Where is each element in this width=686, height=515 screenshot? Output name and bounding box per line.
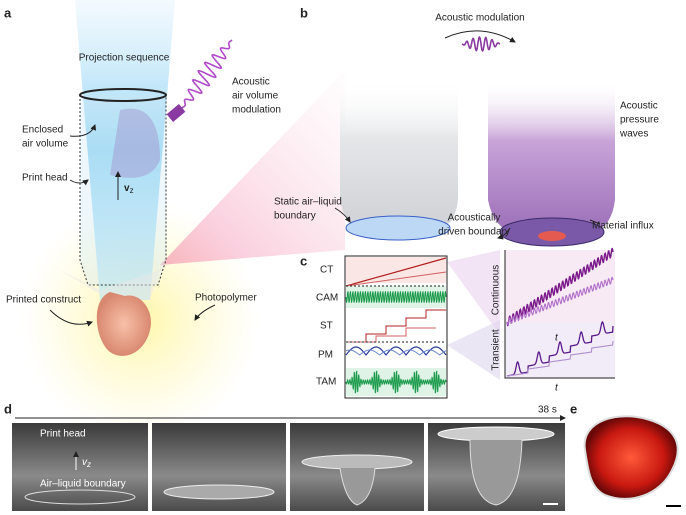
arrow (497, 227, 511, 240)
influx (538, 231, 566, 241)
cylinder (340, 80, 458, 228)
label: Enclosed (22, 125, 63, 136)
arrow (444, 30, 516, 43)
ct-line (345, 257, 447, 287)
construct (339, 467, 376, 506)
signal (506, 321, 614, 377)
label: Air–liquid boundary (40, 479, 126, 490)
label: waves (619, 129, 648, 140)
panel-label: c (300, 253, 307, 268)
printed-construct (96, 292, 151, 356)
label: Material influx (592, 221, 654, 232)
air-volume (110, 108, 160, 178)
arrow (49, 309, 93, 327)
boundary (437, 426, 555, 442)
label: 38 s (538, 405, 557, 416)
label: Acoustic modulation (435, 13, 525, 24)
print-head (79, 95, 167, 286)
cylinder (488, 80, 615, 232)
panel-a: a Projection sequence Acoustic air volum… (4, 0, 345, 440)
boundary (163, 484, 275, 500)
signal (345, 349, 447, 356)
print-head-rim (79, 88, 167, 102)
signal (506, 340, 614, 377)
panel-d: d 38 s Print head vz Air–liquid boundary (4, 401, 566, 511)
row-label: ST (320, 321, 333, 332)
axis-title: Transient (491, 329, 502, 371)
label: Print head (22, 173, 68, 184)
acoustic-wave (461, 35, 501, 53)
construct (469, 439, 523, 506)
frame (12, 423, 148, 511)
label: Acoustic (620, 101, 658, 112)
laser-beam (160, 70, 345, 265)
signal (506, 276, 614, 326)
boundary (301, 454, 413, 470)
velocity-label: vz (124, 183, 134, 195)
signal (345, 370, 447, 394)
fan (447, 320, 500, 380)
tip (60, 270, 160, 300)
panel-label: d (4, 401, 12, 416)
label: Acoustic (232, 77, 270, 88)
signal (345, 346, 447, 356)
projection-beam (75, 0, 175, 300)
panel-label: b (300, 5, 308, 20)
label: Printed construct (6, 295, 81, 306)
label: modulation (232, 105, 281, 116)
signal (345, 291, 447, 303)
axis-title: t (555, 383, 559, 394)
panel-label: e (570, 401, 577, 416)
axis (504, 322, 615, 379)
arrow (69, 179, 89, 186)
boundary (24, 489, 136, 505)
label: air volume (232, 91, 279, 102)
printed-heart (583, 415, 679, 500)
row-label: CAM (316, 293, 338, 304)
label: Projection sequence (79, 53, 170, 64)
arrow (589, 219, 601, 225)
panel-label: a (4, 5, 12, 20)
arrow (334, 207, 351, 223)
velocity-label: vz (82, 457, 91, 469)
label: pressure (620, 115, 659, 126)
label: Static air–liquid (274, 197, 342, 208)
label: Acoustically (448, 213, 501, 224)
arrow (69, 124, 97, 137)
acoustic-wave (181, 39, 233, 109)
panel-c: c CT CAM ST PM TAM Continuous Transient … (300, 247, 615, 399)
arrow (194, 304, 216, 321)
panel-b: b Acoustic modulation Acoustic pressure … (274, 5, 659, 247)
row-label: TAM (316, 377, 336, 388)
st-line (346, 309, 446, 343)
axis-title: t (555, 333, 559, 344)
label: driven boundary (438, 227, 510, 238)
row-label: PM (318, 350, 333, 361)
row-label: CT (320, 265, 333, 276)
ct-line (345, 271, 447, 287)
static-boundary (345, 215, 451, 241)
panel-e: e (570, 401, 681, 507)
transducer (166, 104, 186, 122)
label: Print head (40, 429, 86, 440)
signal (506, 247, 614, 327)
plot-bg (505, 322, 615, 378)
label: air volume (22, 139, 69, 150)
label: boundary (274, 211, 316, 222)
axis-title: Continuous (491, 265, 502, 316)
label: Photopolymer (195, 293, 257, 304)
fan (447, 250, 500, 335)
